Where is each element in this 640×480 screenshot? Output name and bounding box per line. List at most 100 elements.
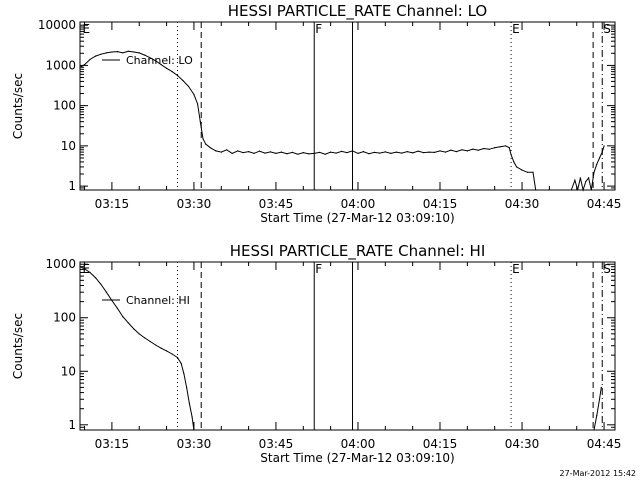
chart-title: HESSI PARTICLE_RATE Channel: LO [228,2,487,21]
chart-panel-2: HESSI PARTICLE_RATE Channel: HI Counts/se… [11,242,621,465]
data-point [193,93,195,95]
data-point [450,149,452,151]
x-tick-label: 03:45 [259,197,294,211]
x-tick-label: 04:45 [587,437,622,451]
data-point [160,64,162,66]
data-point [598,398,601,400]
data-point [579,177,582,179]
data-point [532,171,534,173]
data-point [590,189,592,191]
data-point [242,152,244,154]
x-tick-label: 04:15 [423,197,458,211]
data-point [186,386,188,388]
event-marker-label: E [512,22,520,36]
x-axis-label: Start Time (27-Mar-12 03:09:10) [260,451,454,465]
data-point [144,54,146,56]
x-tick-label: 04:45 [587,197,622,211]
plot-frame [79,21,616,191]
x-tick-label: 04:00 [341,437,376,451]
data-point [330,151,332,153]
data-point [286,153,288,155]
data-point [577,189,579,191]
data-point [122,316,124,318]
x-tick-label: 03:45 [259,437,294,451]
data-point [197,103,199,105]
data-point [570,189,572,191]
data-point [122,52,124,54]
data-point [461,149,463,151]
event-marker-label: E [512,262,520,276]
data-point [94,55,97,57]
data-point [401,152,403,154]
data-point [406,151,408,153]
plot-frame [79,261,616,431]
data-point [596,414,598,416]
y-tick-label: 100 [53,311,76,325]
data-point [516,166,518,168]
data-point [505,145,507,147]
data-point [582,189,584,191]
data-point [171,353,173,355]
x-tick-label: 03:15 [95,197,130,211]
event-marker-label: F [315,262,322,276]
data-point [138,333,140,335]
data-point [593,429,595,431]
data-point [444,151,447,153]
data-point [351,150,354,152]
data-point [494,147,496,149]
data-point [138,52,140,54]
data-point [94,277,97,279]
data-point [84,268,86,270]
data-point [160,347,162,349]
data-point [111,51,113,53]
data-point [472,148,474,150]
plot-timestamp: 27-Mar-2012 15:42 [560,469,637,478]
x-tick-label: 04:30 [505,437,540,451]
data-point [341,150,343,152]
data-point [149,57,151,59]
y-tick-label: 10 [61,364,76,378]
data-point [596,163,598,165]
event-marker-label: E [83,22,91,36]
x-tick-label: 04:00 [341,197,376,211]
data-point [202,138,204,140]
chart-title: HESSI PARTICLE_RATE Channel: HI [230,242,486,261]
data-point [598,157,601,159]
data-point [373,151,375,153]
event-marker-label: S [603,262,611,276]
data-point [335,152,337,154]
data-point [423,152,425,154]
y-axis-label: Counts/sec [11,313,25,379]
data-point [182,80,184,82]
y-tick-label: 1 [68,179,76,193]
data-point [116,307,118,309]
data-point [89,58,91,61]
x-axis-label: Start Time (27-Mar-12 03:09:10) [260,211,454,225]
data-point [275,152,277,154]
legend-label: Channel: HI [126,294,190,307]
data-point [84,64,86,66]
data-point [585,180,587,183]
x-tick-label: 03:30 [177,437,212,451]
data-point [395,151,397,153]
series-line-segment [79,50,537,191]
y-tick-label: 1000 [45,257,76,271]
data-point [357,152,359,154]
data-point [209,147,211,149]
y-tick-label: 100 [53,99,76,113]
data-point [105,291,107,293]
data-point [439,150,441,152]
data-point [280,151,282,153]
data-point [100,283,102,285]
data-point [508,147,510,149]
data-point [600,386,602,388]
data-point [433,151,436,153]
data-point [176,74,179,77]
event-marker-label: S [603,22,611,36]
data-point [588,177,590,179]
x-tick-label: 03:30 [177,197,212,211]
data-point [264,152,266,154]
data-point [100,53,102,55]
